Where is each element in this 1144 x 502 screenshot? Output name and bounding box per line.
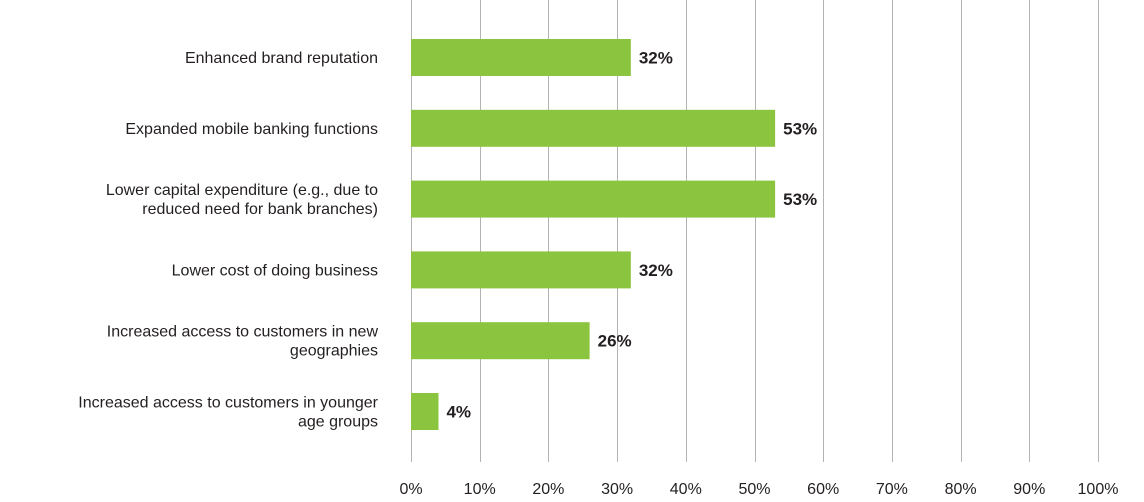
bars bbox=[411, 39, 776, 430]
x-tick-label: 30% bbox=[601, 481, 633, 498]
data-label: 32% bbox=[639, 49, 673, 68]
value-labels: 32% 53% 53% 32% 26% 4% bbox=[446, 49, 817, 422]
data-label: 26% bbox=[598, 332, 632, 351]
bar bbox=[411, 393, 439, 430]
data-label: 4% bbox=[446, 403, 471, 422]
x-tick-label: 90% bbox=[1013, 481, 1045, 498]
category-label: Lower cost of doing business bbox=[172, 262, 378, 279]
bar bbox=[411, 322, 590, 360]
category-label: reduced need for bank branches) bbox=[142, 201, 378, 218]
category-label: Increased access to customers in new bbox=[107, 324, 379, 341]
category-label: age groups bbox=[298, 414, 378, 431]
bar bbox=[411, 251, 631, 289]
bar bbox=[411, 109, 776, 147]
category-label: Enhanced brand reputation bbox=[185, 50, 378, 67]
x-tick-label: 50% bbox=[738, 481, 770, 498]
x-tick-label: 40% bbox=[670, 481, 702, 498]
category-labels: Enhanced brand reputation Expanded mobile… bbox=[78, 50, 378, 431]
category-label: Increased access to customers in younger bbox=[78, 395, 378, 412]
x-tick-label: 100% bbox=[1078, 481, 1119, 498]
x-tick-label: 20% bbox=[532, 481, 564, 498]
data-label: 53% bbox=[783, 190, 817, 209]
x-tick-label: 80% bbox=[945, 481, 977, 498]
data-label: 32% bbox=[639, 261, 673, 280]
data-label: 53% bbox=[783, 119, 817, 138]
bar bbox=[411, 39, 631, 76]
x-tick-label: 70% bbox=[876, 481, 908, 498]
x-tick-label: 0% bbox=[399, 481, 422, 498]
x-tick-label: 60% bbox=[807, 481, 839, 498]
category-label: Lower capital expenditure (e.g., due to bbox=[106, 182, 378, 199]
x-axis-tick-labels: 0% 10% 20% 30% 40% 50% 60% 70% 80% 90% 100% bbox=[399, 481, 1118, 498]
category-label: Expanded mobile banking functions bbox=[125, 121, 378, 138]
bar bbox=[411, 180, 776, 218]
x-tick-label: 10% bbox=[464, 481, 496, 498]
gridlines bbox=[411, 0, 1099, 462]
category-label: geographies bbox=[290, 343, 378, 360]
